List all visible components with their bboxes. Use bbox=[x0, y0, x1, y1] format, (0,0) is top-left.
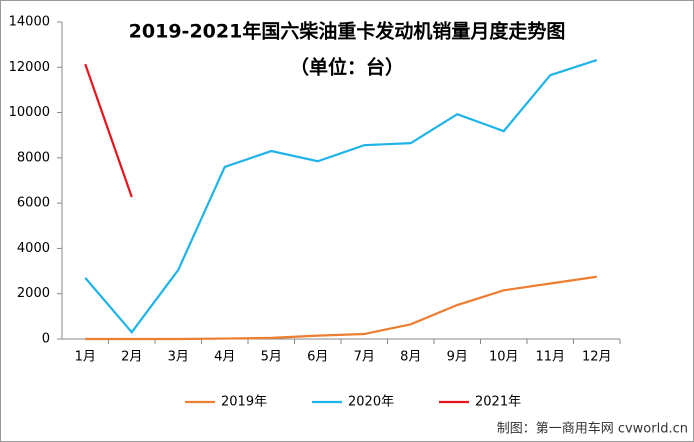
y-tick-label: 0 bbox=[42, 332, 50, 347]
series-line bbox=[85, 275, 597, 341]
x-tick-label: 3月 bbox=[168, 350, 189, 365]
y-tick-label: 14000 bbox=[9, 15, 50, 30]
x-tick-label: 12月 bbox=[582, 350, 612, 365]
x-tick-label: 6月 bbox=[307, 350, 328, 365]
chart-subtitle: （单位：台） bbox=[290, 56, 404, 79]
chart-title: 2019-2021年国六柴油重卡发动机销量月度走势图 bbox=[129, 20, 566, 43]
legend-label: 2020年 bbox=[348, 395, 394, 410]
footer: 制图：第一商用车网 cvworld.cn bbox=[497, 421, 688, 437]
y-tick-label: 4000 bbox=[17, 241, 50, 256]
x-tick-label: 10月 bbox=[489, 350, 519, 365]
x-tick-label: 2月 bbox=[121, 350, 142, 365]
series-line bbox=[84, 63, 133, 198]
x-tick-label: 9月 bbox=[447, 350, 468, 365]
x-tick-label: 4月 bbox=[214, 350, 235, 365]
legend-label: 2019年 bbox=[221, 395, 267, 410]
y-tick-label: 12000 bbox=[9, 60, 50, 75]
x-tick-label: 8月 bbox=[400, 350, 421, 365]
x-tick-label: 5月 bbox=[261, 350, 282, 365]
y-tick-label: 10000 bbox=[9, 105, 50, 120]
y-tick-label: 8000 bbox=[17, 150, 50, 165]
legend-label: 2021年 bbox=[475, 395, 521, 410]
y-tick-label: 2000 bbox=[17, 286, 50, 301]
x-tick-label: 1月 bbox=[75, 350, 96, 365]
series-line bbox=[84, 58, 598, 334]
y-tick-label: 6000 bbox=[17, 196, 50, 211]
x-tick-label: 7月 bbox=[354, 350, 375, 365]
x-tick-label: 11月 bbox=[535, 350, 565, 365]
